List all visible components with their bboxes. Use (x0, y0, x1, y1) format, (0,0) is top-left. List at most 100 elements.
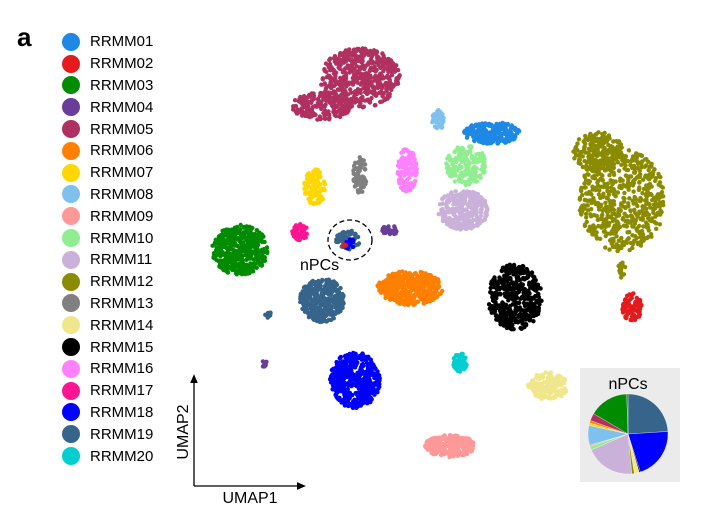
point-rrmm10 (450, 162, 455, 167)
point-rrmm12 (622, 154, 627, 159)
point-rrmm05 (374, 49, 379, 54)
point-rrmm20 (463, 355, 468, 360)
point-rrmm05 (336, 65, 341, 70)
point-rrmm11 (469, 191, 474, 197)
point-rrmm15 (497, 287, 502, 292)
point-rrmm03 (246, 249, 252, 254)
point-rrmm12 (599, 165, 604, 170)
point-rrmm01 (494, 136, 500, 141)
point-rrmm15 (505, 294, 510, 299)
point-rrmm18 (360, 377, 366, 382)
point-rrmm18 (346, 367, 351, 372)
point-rrmm12 (609, 229, 615, 235)
legend-item: RRMM12 (62, 271, 153, 293)
point-rrmm18 (358, 395, 363, 401)
point-rrmm18 (335, 396, 340, 401)
point-rrmm12 (618, 150, 624, 155)
point-rrmm01 (508, 130, 514, 135)
point-rrmm12 (626, 201, 631, 206)
point-rrmm12 (588, 212, 593, 217)
point-rrmm18 (352, 397, 357, 402)
point-rrmm18 (343, 390, 349, 395)
point-rrmm12 (611, 207, 617, 213)
legend-item: RRMM09 (62, 205, 153, 227)
point-rrmm05 (394, 78, 399, 83)
legend-swatch (62, 294, 80, 313)
point-rrmm05 (291, 105, 296, 110)
point-rrmm18 (335, 366, 340, 371)
point-rrmm09 (455, 446, 460, 452)
point-rrmm15 (512, 265, 517, 270)
point-rrmm18 (329, 367, 335, 373)
point-rrmm14 (561, 380, 567, 386)
point-rrmm12 (593, 187, 598, 193)
point-rrmm18 (346, 353, 351, 359)
point-rrmm15 (529, 271, 534, 276)
legend-item: RRMM04 (62, 96, 153, 118)
point-rrmm03 (230, 267, 235, 273)
point-rrmm14 (528, 384, 533, 389)
point-rrmm12 (578, 161, 583, 166)
point-rrmm14 (545, 375, 551, 380)
point-rrmm12 (594, 234, 599, 239)
point-rrmm03 (233, 250, 239, 255)
point-rrmm12 (616, 168, 622, 173)
point-rrmm14 (533, 375, 539, 381)
point-rrmm05 (329, 83, 335, 88)
point-rrmm12 (644, 235, 650, 241)
legend-item: RRMM15 (62, 336, 153, 358)
point-rrmm18 (364, 395, 369, 400)
point-rrmm05 (329, 103, 335, 108)
point-rrmm18 (352, 404, 357, 409)
point-rrmm06 (383, 278, 388, 283)
point-rrmm11 (441, 216, 446, 222)
point-rrmm15 (508, 265, 513, 270)
legend-label: RRMM09 (90, 207, 154, 225)
point-rrmm05 (322, 116, 327, 121)
point-rrmm12 (605, 204, 610, 210)
point-rrmm15 (515, 320, 521, 325)
point-rrmm05 (322, 67, 327, 73)
point-rrmm15 (489, 305, 495, 310)
point-rrmm15 (522, 302, 528, 307)
point-rrmm12 (615, 145, 620, 150)
point-rrmm18 (330, 387, 335, 392)
point-rrmm12 (591, 173, 597, 179)
point-rrmm09 (466, 438, 471, 443)
point-rrmm14 (534, 388, 539, 394)
point-rrmm15 (532, 305, 537, 310)
point-rrmm09 (431, 437, 436, 442)
point-rrmm12 (638, 153, 643, 158)
point-rrmm14 (540, 372, 546, 377)
point-rrmm15 (492, 310, 497, 315)
point-rrmm19 (298, 299, 303, 305)
legend-swatch (62, 338, 80, 357)
point-rrmm05 (338, 114, 343, 120)
point-rrmm06 (412, 287, 418, 293)
point-rrmm05 (331, 109, 336, 115)
point-rrmm12 (596, 130, 601, 135)
point-rrmm12 (617, 155, 622, 160)
point-rrmm18 (367, 399, 372, 404)
point-rrmm12 (595, 153, 600, 158)
point-rrmm11 (445, 206, 450, 211)
point-rrmm11 (446, 209, 451, 214)
point-rrmm12 (594, 213, 599, 219)
point-rrmm06 (423, 271, 428, 276)
point-rrmm10 (459, 152, 464, 157)
point-rrmm03 (216, 234, 222, 239)
point-rrmm05 (342, 105, 347, 111)
legend-item: RRMM14 (62, 314, 153, 336)
point-rrmm15 (506, 283, 511, 289)
point-rrmm15 (522, 277, 527, 282)
point-rrmm12 (654, 213, 659, 218)
point-rrmm03 (254, 241, 260, 247)
point-rrmm05 (304, 109, 309, 114)
point-rrmm20 (460, 362, 465, 367)
point-rrmm03 (244, 257, 249, 262)
point-rrmm12 (628, 240, 634, 246)
point-rrmm15 (488, 281, 494, 286)
point-rrmm19 (263, 312, 268, 317)
point-rrmm12 (577, 153, 582, 158)
point-rrmm05 (354, 48, 360, 53)
